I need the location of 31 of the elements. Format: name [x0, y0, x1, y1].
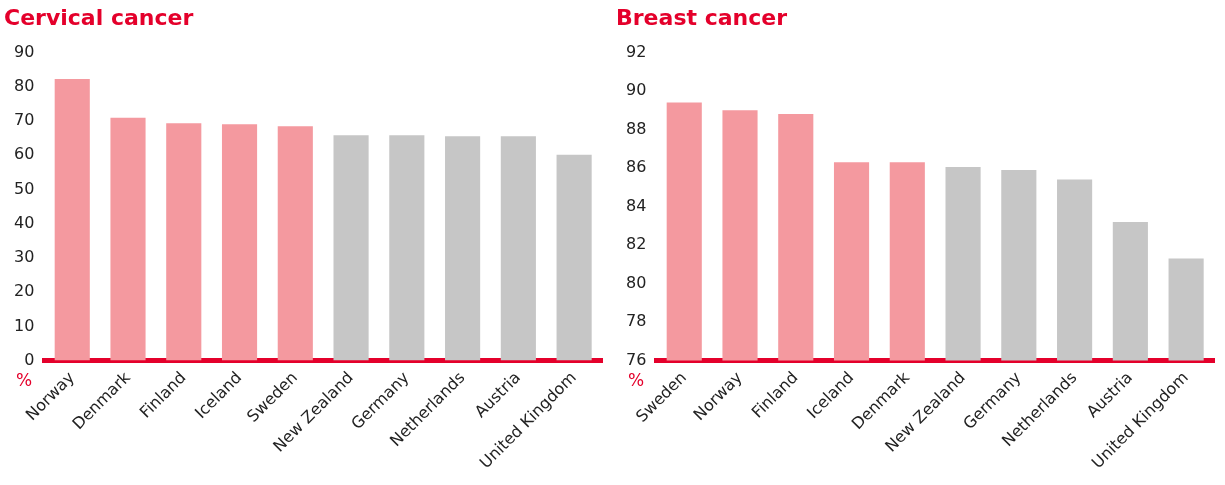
y-tick-label: 60	[14, 144, 35, 164]
y-tick-label: 90	[14, 41, 35, 61]
y-tick-label: 88	[626, 118, 647, 138]
y-tick-label: 84	[626, 195, 647, 215]
bar	[500, 136, 536, 361]
bar	[333, 135, 369, 361]
y-tick-label: 80	[14, 75, 35, 95]
bar	[556, 154, 592, 361]
y-tick-label: 0	[24, 349, 35, 369]
chart-title: Breast cancer	[616, 4, 788, 30]
bar	[110, 117, 146, 361]
bar	[277, 126, 313, 361]
y-tick-label: 50	[14, 178, 35, 198]
y-tick-label: 86	[626, 157, 647, 177]
y-tick-label: 70	[14, 110, 35, 130]
bar	[54, 79, 90, 361]
y-tick-label: 90	[626, 80, 647, 100]
y-tick-label: 80	[626, 272, 647, 292]
y-tick-label: 30	[14, 247, 35, 267]
y-tick-label: 76	[626, 349, 647, 369]
bar	[166, 123, 202, 361]
chart-title: Cervical cancer	[4, 4, 194, 30]
bar	[389, 135, 425, 361]
y-tick-label: 92	[626, 41, 647, 61]
y-tick-label: 82	[626, 234, 647, 254]
bar	[445, 136, 481, 361]
y-tick-label: 20	[14, 281, 35, 301]
y-tick-label: 40	[14, 212, 35, 232]
bar	[221, 124, 258, 361]
y-tick-label: 10	[14, 315, 35, 335]
y-tick-label: 78	[626, 311, 647, 331]
